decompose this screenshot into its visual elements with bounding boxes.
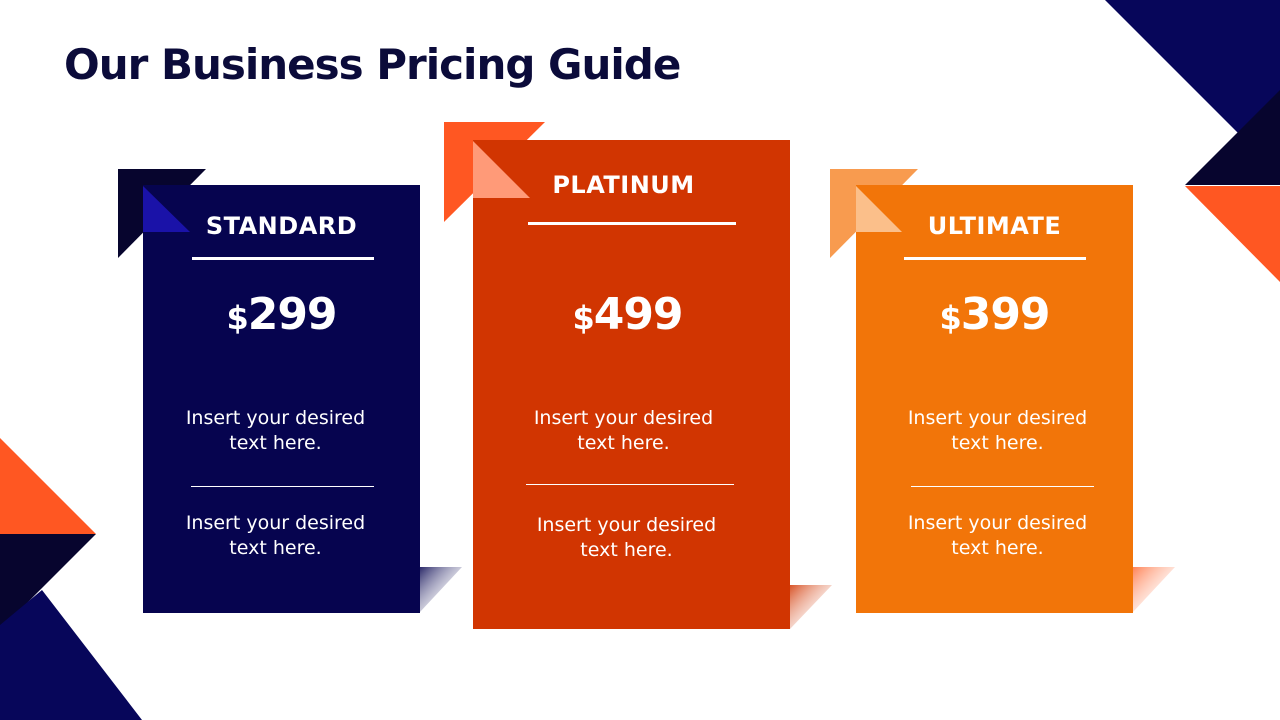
- plan-name-underline: [904, 257, 1086, 260]
- fold-corner-ultimate-front: [856, 186, 902, 232]
- plan-feature-1: Insert your desired text here.: [465, 406, 782, 456]
- plan-name: STANDARD: [205, 212, 358, 240]
- feature-line: Insert your desired: [907, 512, 1088, 534]
- plan-name-underline: [192, 257, 374, 260]
- feature-line: text here.: [229, 432, 322, 454]
- corner-triangle-dark-right: [1185, 90, 1280, 185]
- plan-feature-2: Insert your desired text here.: [468, 513, 785, 563]
- page-title: Our Business Pricing Guide: [64, 40, 681, 89]
- feature-line: Insert your desired: [185, 512, 366, 534]
- plan-price: $499: [469, 289, 786, 340]
- feature-divider: [526, 484, 734, 485]
- fold-corner-platinum-front: [473, 141, 530, 198]
- plan-feature-1: Insert your desired text here.: [137, 406, 414, 456]
- corner-triangle-navy-bottom-left: [0, 590, 142, 720]
- pricing-card-ultimate: ULTIMATE $399 Insert your desired text h…: [856, 185, 1133, 613]
- plan-price: $299: [143, 289, 420, 340]
- price-currency: $: [939, 299, 961, 337]
- card-shadow-standard: [420, 567, 462, 612]
- feature-line: text here.: [951, 432, 1044, 454]
- corner-triangle-navy-top-right: [1105, 0, 1280, 175]
- pricing-card-standard: STANDARD $299 Insert your desired text h…: [143, 185, 420, 613]
- price-amount: 299: [247, 289, 338, 340]
- plan-price: $399: [856, 289, 1133, 340]
- corner-triangle-orange-right: [1185, 186, 1280, 282]
- feature-divider: [911, 486, 1094, 487]
- price-currency: $: [226, 299, 248, 337]
- feature-line: Insert your desired: [907, 407, 1088, 429]
- price-amount: 499: [593, 289, 684, 340]
- fold-corner-standard-front: [143, 186, 190, 232]
- feature-divider: [191, 486, 374, 487]
- plan-feature-1: Insert your desired text here.: [859, 406, 1136, 456]
- plan-name-underline: [528, 222, 736, 225]
- plan-feature-2: Insert your desired text here.: [137, 511, 414, 561]
- feature-line: Insert your desired: [533, 407, 714, 429]
- plan-feature-2: Insert your desired text here.: [859, 511, 1136, 561]
- price-amount: 399: [960, 289, 1051, 340]
- card-shadow-platinum: [790, 585, 832, 629]
- card-shadow-ultimate: [1133, 567, 1175, 612]
- plan-name: PLATINUM: [552, 171, 695, 199]
- feature-line: text here.: [580, 539, 673, 561]
- feature-line: text here.: [577, 432, 670, 454]
- corner-triangle-orange-left: [0, 438, 96, 534]
- feature-line: text here.: [229, 537, 322, 559]
- plan-name: ULTIMATE: [927, 212, 1062, 240]
- feature-line: Insert your desired: [185, 407, 366, 429]
- pricing-card-platinum: PLATINUM $499 Insert your desired text h…: [473, 140, 790, 629]
- feature-line: Insert your desired: [536, 514, 717, 536]
- price-currency: $: [572, 299, 594, 337]
- feature-line: text here.: [951, 537, 1044, 559]
